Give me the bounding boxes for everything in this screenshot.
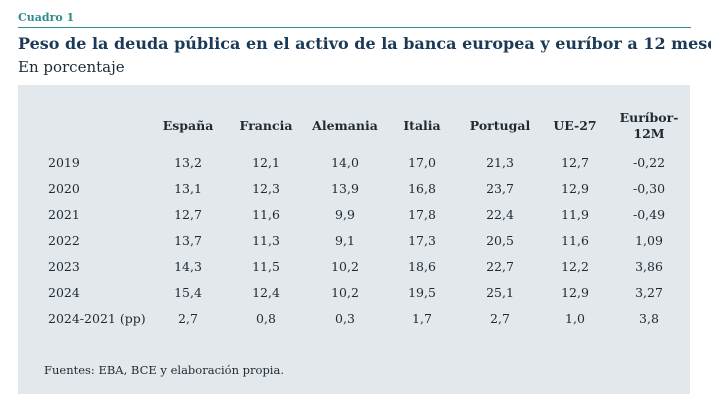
table-cell: 14,0 — [331, 154, 359, 170]
table-cell: 22,4 — [486, 206, 514, 222]
table-row: 2024-2021 (pp) 2,7 0,8 0,3 1,7 2,7 1,0 3,8 — [18, 305, 690, 331]
corner-header — [18, 103, 148, 149]
table-cell: 11,5 — [252, 258, 280, 274]
table-cell: 12,3 — [252, 180, 280, 196]
table-cell: 23,7 — [486, 180, 514, 196]
table-cell: 12,1 — [252, 154, 280, 170]
row-label: 2024-2021 (pp) — [48, 310, 146, 326]
table-cell: 12,7 — [174, 206, 202, 222]
table-cell: 11,9 — [561, 206, 589, 222]
source-note: Fuentes: EBA, BCE y elaboración propia. — [44, 363, 285, 377]
table-cell: 14,3 — [174, 258, 202, 274]
column-header: España — [162, 118, 214, 133]
table-row: 2023 14,3 11,5 10,2 18,6 22,7 12,2 3,86 — [18, 253, 690, 279]
column-header: Euríbor-12M — [619, 110, 679, 141]
table-cell: 15,4 — [174, 284, 202, 300]
table-panel: España Francia Alemania Italia Portugal … — [18, 85, 690, 394]
row-label: 2024 — [48, 284, 80, 300]
table-cell: 3,8 — [639, 310, 659, 326]
table-row: 2020 13,1 12,3 13,9 16,8 23,7 12,9 -0,30 — [18, 175, 690, 201]
table-cell: 9,1 — [335, 232, 355, 248]
table-number-label: Cuadro 1 — [18, 11, 75, 24]
table-cell: 9,9 — [335, 206, 355, 222]
table-row: 2021 12,7 11,6 9,9 17,8 22,4 11,9 -0,49 — [18, 201, 690, 227]
table-cell: 13,9 — [331, 180, 359, 196]
header-rule — [18, 27, 691, 28]
column-header: Francia — [239, 118, 293, 133]
table-cell: 17,8 — [408, 206, 436, 222]
table-cell: 17,3 — [408, 232, 436, 248]
row-label: 2020 — [48, 180, 80, 196]
table-cell: 1,0 — [565, 310, 585, 326]
table-cell: 16,8 — [408, 180, 436, 196]
table-cell: 21,3 — [486, 154, 514, 170]
table-cell: 12,2 — [561, 258, 589, 274]
table-cell: 12,9 — [561, 284, 589, 300]
table-title: Peso de la deuda pública en el activo de… — [18, 34, 711, 53]
table-cell: 12,4 — [252, 284, 280, 300]
table-cell: 11,6 — [561, 232, 589, 248]
table-row: 2024 15,4 12,4 10,2 19,5 25,1 12,9 3,27 — [18, 279, 690, 305]
table-cell: 18,6 — [408, 258, 436, 274]
header-row: España Francia Alemania Italia Portugal … — [18, 103, 690, 149]
table-cell: 11,3 — [252, 232, 280, 248]
table-cell: 20,5 — [486, 232, 514, 248]
table-cell: 11,6 — [252, 206, 280, 222]
table-subtitle: En porcentaje — [18, 58, 125, 76]
table-cell: 25,1 — [486, 284, 514, 300]
table-cell: -0,30 — [632, 180, 666, 196]
table-cell: -0,22 — [632, 154, 666, 170]
table-cell: 12,7 — [561, 154, 589, 170]
row-label: 2021 — [48, 206, 80, 222]
table-cell: 3,27 — [635, 284, 663, 300]
table-cell: 19,5 — [408, 284, 436, 300]
table-cell: 2,7 — [178, 310, 198, 326]
table-cell: 1,7 — [412, 310, 432, 326]
table-cell: -0,49 — [632, 206, 666, 222]
table-cell: 13,7 — [174, 232, 202, 248]
table-cell: 13,1 — [174, 180, 202, 196]
table-cell: 0,8 — [256, 310, 276, 326]
column-header: Portugal — [469, 118, 531, 133]
table-cell: 17,0 — [408, 154, 436, 170]
table-cell: 1,09 — [635, 232, 663, 248]
table-cell: 0,3 — [335, 310, 355, 326]
table-cell: 10,2 — [331, 258, 359, 274]
table-row: 2019 13,2 12,1 14,0 17,0 21,3 12,7 -0,22 — [18, 149, 690, 175]
table-cell: 10,2 — [331, 284, 359, 300]
table-cell: 2,7 — [490, 310, 510, 326]
table-cell: 22,7 — [486, 258, 514, 274]
column-header: UE-27 — [553, 118, 597, 133]
row-label: 2022 — [48, 232, 80, 248]
table-cell: 12,9 — [561, 180, 589, 196]
data-table: España Francia Alemania Italia Portugal … — [18, 103, 690, 331]
row-label: 2019 — [48, 154, 80, 170]
column-header: Italia — [403, 118, 441, 133]
table-row: 2022 13,7 11,3 9,1 17,3 20,5 11,6 1,09 — [18, 227, 690, 253]
table-cell: 3,86 — [635, 258, 663, 274]
row-label: 2023 — [48, 258, 80, 274]
table-cell: 13,2 — [174, 154, 202, 170]
column-header: Alemania — [312, 118, 378, 133]
